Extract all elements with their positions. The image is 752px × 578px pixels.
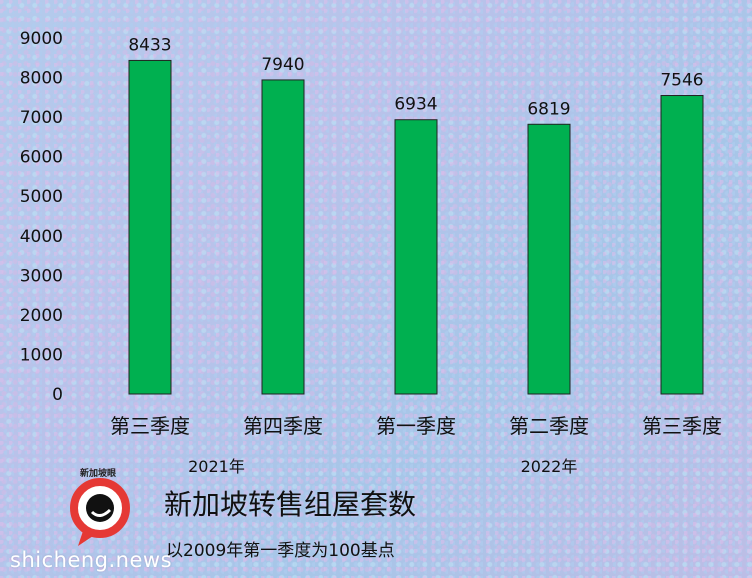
chart-subtitle: 以2009年第一季度为100基点 (166, 541, 395, 561)
logo-text: 新加坡眼 (80, 467, 116, 479)
y-tick-label: 4000 (20, 227, 63, 247)
logo-pupil-icon (86, 494, 114, 522)
bar (261, 79, 305, 395)
logo: 新加坡眼 (70, 467, 130, 546)
value-labels: 8433 7940 6934 6819 7546 (128, 35, 703, 119)
bar (394, 119, 438, 395)
y-tick-label: 6000 (20, 148, 63, 168)
bar (128, 59, 172, 395)
year-label: 2022年 (521, 457, 578, 476)
y-tick-label: 9000 (20, 29, 63, 49)
value-label: 8433 (128, 35, 171, 55)
logo-highlight-icon (90, 508, 112, 517)
y-tick-label: 8000 (20, 69, 63, 89)
category-labels: 第三季度 第四季度 第一季度 第二季度 第三季度 (110, 414, 722, 438)
category-label: 第一季度 (376, 414, 456, 438)
category-label: 第三季度 (110, 414, 190, 438)
year-labels: 2021年 2022年 (188, 457, 577, 476)
chart-title: 新加坡转售组屋套数 (164, 488, 416, 521)
value-label: 7940 (261, 55, 304, 75)
bar (660, 95, 704, 395)
y-tick-label: 1000 (20, 345, 63, 365)
category-label: 第二季度 (509, 414, 589, 438)
bars (128, 59, 704, 395)
y-axis-ticks: 0 1000 2000 3000 4000 5000 6000 7000 8000 9000 (20, 29, 63, 405)
bar (527, 123, 571, 395)
logo-tail-icon (78, 528, 96, 546)
year-label: 2021年 (188, 457, 245, 476)
watermark-text: shicheng.news (10, 548, 173, 572)
y-tick-label: 3000 (20, 266, 63, 286)
y-tick-label: 7000 (20, 108, 63, 128)
value-label: 6819 (527, 99, 570, 119)
category-label: 第四季度 (243, 414, 323, 438)
value-label: 7546 (660, 71, 703, 91)
y-tick-label: 0 (52, 385, 63, 405)
category-label: 第三季度 (642, 414, 722, 438)
value-label: 6934 (394, 95, 437, 115)
y-tick-label: 2000 (20, 306, 63, 326)
y-tick-label: 5000 (20, 187, 63, 207)
